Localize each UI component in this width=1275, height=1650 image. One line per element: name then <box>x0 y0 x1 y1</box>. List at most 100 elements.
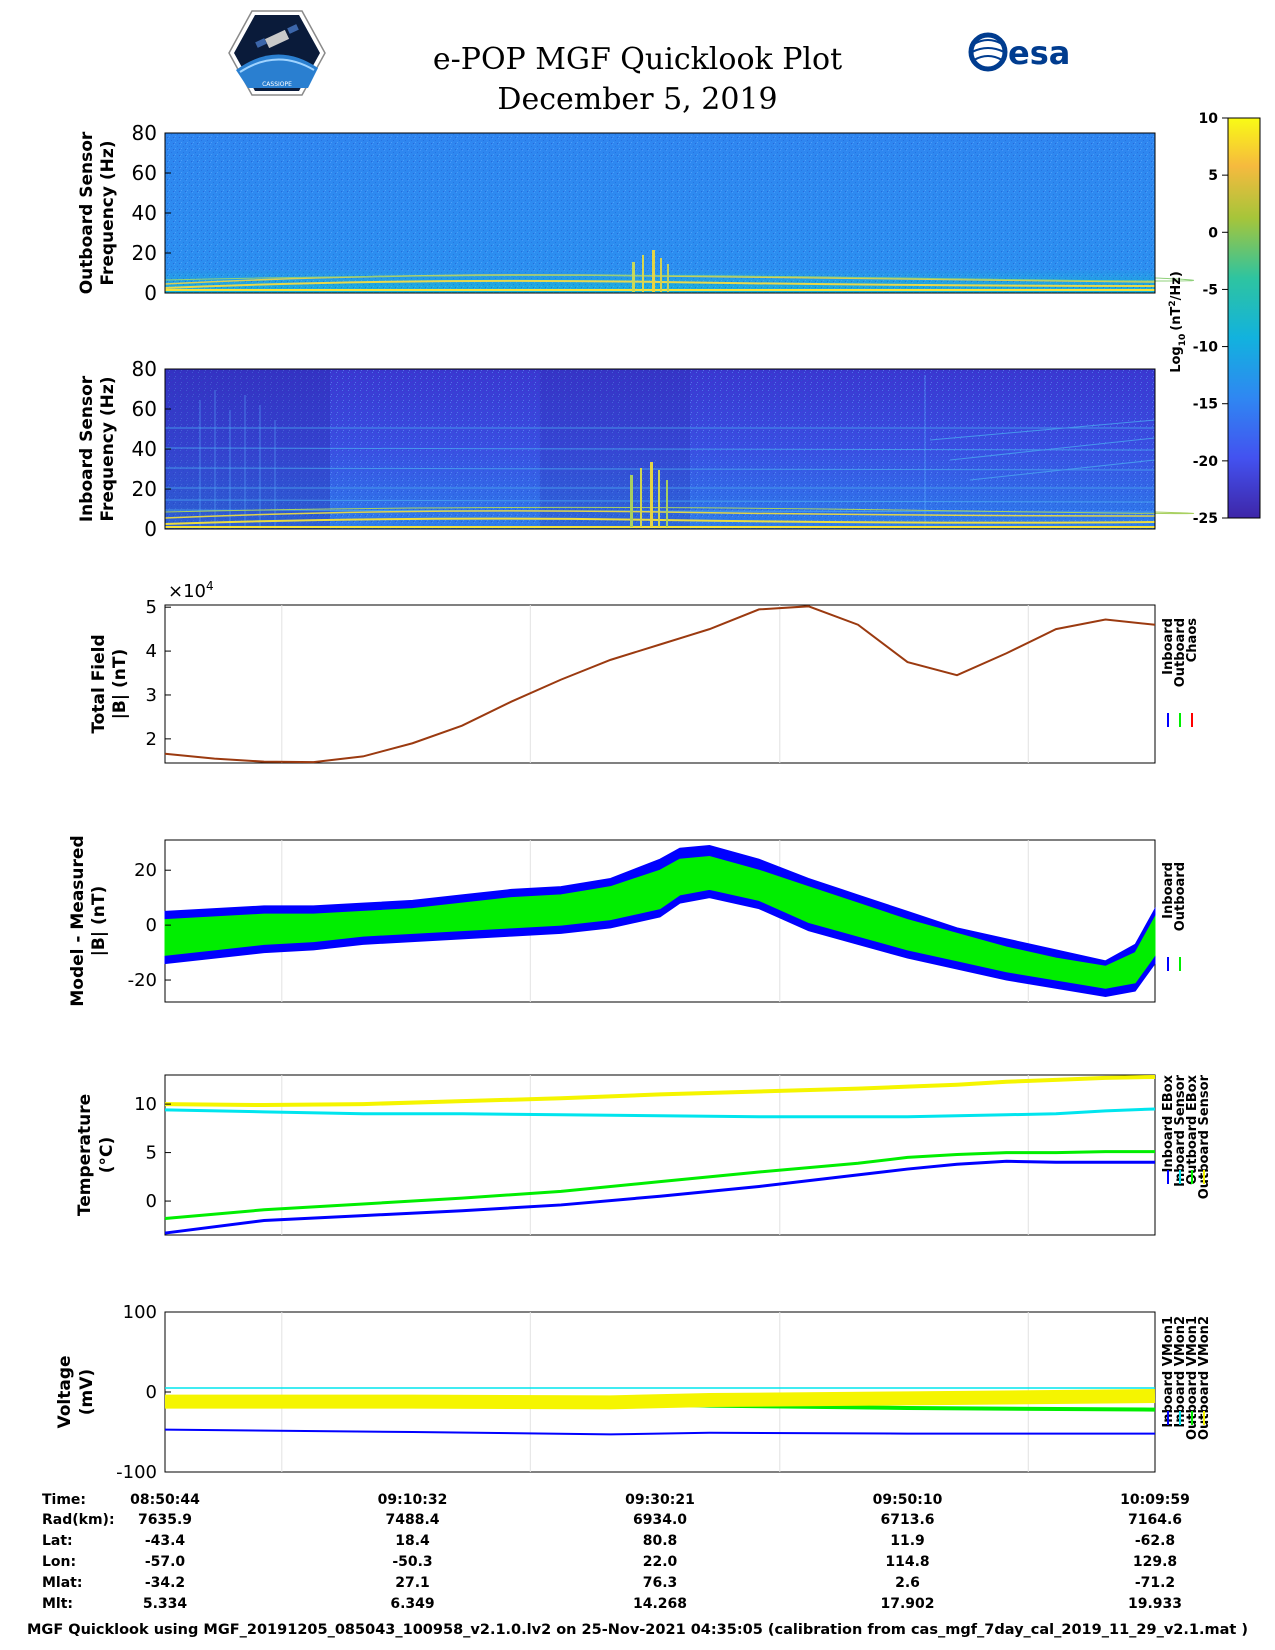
y-tick-label-1: 20 <box>132 241 157 265</box>
y-tick-label-3: 60 <box>132 397 157 421</box>
temperature-line-0 <box>164 1159 1155 1235</box>
orbit-value-0-4: -34.2 <box>145 1575 185 1591</box>
model-measured-legend-label-1: Outboard <box>1173 862 1188 931</box>
temperature-legend-label-3: Outboard Sensor <box>1197 1074 1212 1199</box>
model-measured-panel: -20 0 20 Model - Measured |B| (nT) Inboard… <box>68 835 1188 1006</box>
total-field-legend-label-1: Outboard <box>1173 618 1188 687</box>
orbit-value-1-5: 6.349 <box>390 1596 434 1612</box>
voltage-ylabel-line2: (mV) <box>77 1369 97 1415</box>
y-tick-label-0: 0 <box>144 517 157 541</box>
temperature-y-axis: 0 5 10 <box>134 1094 171 1212</box>
orbit-row-label-5: Mlt: <box>42 1596 73 1612</box>
total-field-frame <box>164 604 1156 764</box>
orbit-value-2-5: 14.268 <box>633 1596 687 1612</box>
esa-logo: esa <box>968 32 1070 72</box>
model-measured-y-axis: -20 0 20 <box>128 860 171 991</box>
temperature-legend-label-0: Inboard EBox <box>1161 1074 1176 1172</box>
y-tick-label-0: 0 <box>146 1191 157 1212</box>
orbit-value-2-4: 76.3 <box>643 1575 678 1591</box>
voltage-plot-area <box>164 1387 1156 1436</box>
colorbar-tick-label-0: 10 <box>1199 111 1219 127</box>
total-field-legend-label-0: Inboard <box>1161 618 1176 675</box>
voltage-line-0 <box>164 1428 1155 1436</box>
y-tick-label-1: 0 <box>146 915 157 936</box>
temperature-panel: 0 5 10 Temperature (°C) Inboard EBoxInboar… <box>75 1074 1212 1236</box>
outboard-spectral-line-4 <box>164 274 1195 282</box>
orbit-value-2-3: 22.0 <box>643 1554 678 1570</box>
orbit-value-4-4: -71.2 <box>1135 1575 1175 1591</box>
y-tick-label-2: 100 <box>123 1302 157 1323</box>
orbit-value-0-3: -57.0 <box>145 1554 186 1570</box>
y-tick-label-4: 80 <box>132 357 157 381</box>
temperature-line-3 <box>164 1074 1156 1108</box>
outboard-burst <box>632 250 669 292</box>
orbit-value-2-0: 09:30:21 <box>625 1492 695 1508</box>
model-measured-plot-area <box>164 844 1156 998</box>
colorbar-gradient <box>1227 117 1261 519</box>
y-tick-label-0: 0 <box>144 281 157 305</box>
orbit-value-0-0: 08:50:44 <box>130 1492 200 1508</box>
y-tick-label-0: -20 <box>128 970 157 991</box>
y-tick-label-1: 0 <box>146 1382 157 1403</box>
y-tick-label-1: 3 <box>146 685 157 706</box>
colorbar-tick-label-2: 0 <box>1208 225 1218 241</box>
voltage-legend-label-1: Inboard VMon2 <box>1173 1316 1188 1428</box>
outboard-spectrogram: 0 20 40 60 80 Outboard Sensor Frequency (Hz) <box>77 121 1195 305</box>
voltage-legend-label-2: Outboard VMon1 <box>1185 1316 1200 1440</box>
orbit-row-label-1: Rad(km): <box>42 1512 115 1528</box>
orbit-row-label-0: Time: <box>42 1492 86 1508</box>
orbit-value-1-1: 7488.4 <box>385 1512 439 1528</box>
total-field-panel: 2 3 4 5 ×104 Total Field |B| (nT) InboardOu… <box>89 579 1200 764</box>
temperature-frame <box>164 1074 1156 1236</box>
cassiope-logo: CASSIOPE <box>228 10 326 96</box>
orbit-value-1-4: 27.1 <box>395 1575 430 1591</box>
y-tick-label-2: 20 <box>134 860 157 881</box>
plot-title: e-POP MGF Quicklook Plot <box>432 42 843 77</box>
total-field-y-axis: 2 3 4 5 <box>146 597 171 750</box>
esa-logo-text: esa <box>1008 34 1070 72</box>
y-tick-label-2: 40 <box>132 201 157 225</box>
orbit-row-label-2: Lat: <box>42 1533 73 1549</box>
inboard-spectrogram: 0 20 40 60 80 Inboard Sensor Frequency (Hz) <box>77 357 1195 541</box>
orbit-value-3-3: 114.8 <box>885 1554 929 1570</box>
orbit-value-4-0: 10:09:59 <box>1120 1492 1190 1508</box>
y-tick-label-2: 40 <box>132 437 157 461</box>
inboard-ylabel-line2: Frequency (Hz) <box>98 376 118 521</box>
y-tick-label-3: 5 <box>146 597 157 618</box>
temperature-ylabel-line1: Temperature <box>75 1094 95 1216</box>
y-tick-label-2: 10 <box>134 1094 157 1115</box>
y-tick-label-3: 60 <box>132 161 157 185</box>
orbit-value-4-5: 19.933 <box>1128 1596 1182 1612</box>
voltage-legend-label-0: Inboard VMon1 <box>1161 1316 1176 1428</box>
total-field-ylabel-line2: |B| (nT) <box>110 649 130 720</box>
orbit-value-1-3: -50.3 <box>392 1554 432 1570</box>
y-tick-label-1: 20 <box>132 477 157 501</box>
orbit-value-4-2: -62.8 <box>1135 1533 1175 1549</box>
temperature-legend-label-2: Outboard EBox <box>1185 1074 1200 1184</box>
orbit-value-2-1: 6934.0 <box>633 1512 687 1528</box>
y-tick-label-1: 5 <box>146 1143 157 1164</box>
total-field-exponent: ×104 <box>168 579 214 602</box>
temperature-legend-label-1: Inboard Sensor <box>1173 1074 1188 1186</box>
voltage-y-axis: -100 0 100 <box>116 1302 171 1483</box>
orbit-value-4-1: 7164.6 <box>1128 1512 1182 1528</box>
voltage-panel: -100 0 100 Voltage (mV) Inboard VMon1Inboa… <box>55 1302 1212 1483</box>
model-measured-ylabel-line1: Model - Measured <box>68 835 88 1006</box>
colorbar-tick-label-6: -20 <box>1193 454 1219 470</box>
inboard-spectral-line-4 <box>164 506 1195 515</box>
orbit-value-3-2: 11.9 <box>890 1533 925 1549</box>
orbit-value-1-0: 09:10:32 <box>378 1492 448 1508</box>
outboard-ylabel-line1: Outboard Sensor <box>77 131 97 294</box>
footer-caption: MGF Quicklook using MGF_20191205_085043_… <box>26 1622 1248 1638</box>
y-tick-label-4: 80 <box>132 121 157 145</box>
orbit-value-2-2: 80.8 <box>643 1533 678 1549</box>
temperature-plot-area <box>164 1074 1156 1235</box>
inboard-y-axis: 0 20 40 60 80 <box>132 357 171 541</box>
orbit-value-0-5: 5.334 <box>143 1596 188 1612</box>
voltage-legend-label-3: Outboard VMon2 <box>1197 1316 1212 1440</box>
inboard-burst <box>630 462 668 527</box>
